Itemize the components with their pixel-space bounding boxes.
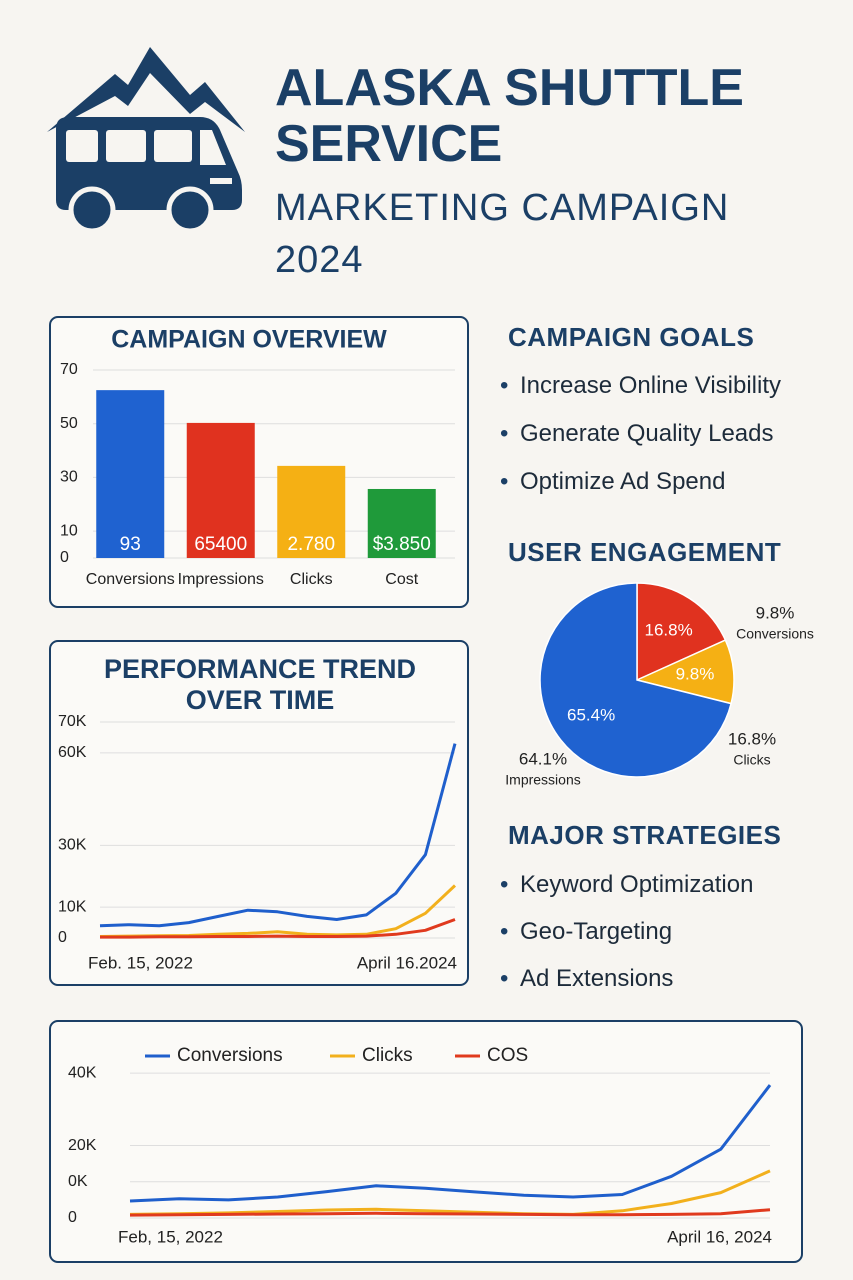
x-tick-label: April 16.2024 <box>357 953 457 972</box>
pie-slice <box>636 582 727 682</box>
header-subtitle: MARKETING CAMPAIGN 2024 <box>275 187 730 281</box>
slice-label: 16.8% <box>644 621 692 640</box>
bar-label: $3.850 <box>373 534 431 555</box>
y-tick-label: 70K <box>58 713 87 730</box>
y-tick-label: 70 <box>60 361 78 378</box>
chart-title: PERFORMANCE TREND OVER TIME <box>103 654 416 715</box>
header-title: ALASKA SHUTTLE SERVICE <box>275 59 744 173</box>
y-tick-label: 20K <box>68 1137 97 1154</box>
y-tick-label: 0 <box>58 929 67 946</box>
bar-label: 2.780 <box>287 534 335 555</box>
line <box>129 1084 772 1203</box>
panel <box>49 1020 803 1263</box>
chart-title: CAMPAIGN OVERVIEW <box>111 326 387 354</box>
annotation-label: Impressions <box>505 772 580 788</box>
goal-item: Optimize Ad Spend <box>500 468 725 496</box>
logo <box>47 47 245 234</box>
y-tick-label: 10K <box>58 898 87 915</box>
pie-slice <box>539 582 733 778</box>
annotation-value: 9.8% <box>756 603 795 622</box>
annotation-value: 64.1% <box>519 749 567 768</box>
line <box>99 743 457 928</box>
y-tick-label: 10 <box>60 522 78 539</box>
goal-item: Generate Quality Leads <box>500 420 774 448</box>
x-tick-label: Conversions <box>86 571 175 588</box>
x-tick-label: Feb, 15, 2022 <box>118 1227 223 1246</box>
bar <box>277 465 346 558</box>
line <box>129 1169 771 1216</box>
bar <box>367 488 436 558</box>
x-tick-label: Clicks <box>290 571 333 588</box>
section-heading: CAMPAIGN GOALS <box>508 322 755 352</box>
bar <box>96 390 165 558</box>
line <box>100 918 456 939</box>
goal-item: Increase Online Visibility <box>500 372 781 400</box>
y-tick-label: 30K <box>58 837 87 854</box>
annotation-label: Clicks <box>733 752 770 768</box>
x-tick-label: Feb. 15, 2022 <box>88 953 193 972</box>
strategy-item: Geo-Targeting <box>500 918 672 946</box>
y-tick-label: 40K <box>68 1064 97 1081</box>
y-tick-label: 0 <box>60 549 69 566</box>
y-tick-label: 0K <box>68 1173 88 1190</box>
x-tick-label: Cost <box>385 571 418 588</box>
legend-label: Clicks <box>362 1045 413 1066</box>
bar <box>186 422 255 558</box>
x-tick-label: Impressions <box>178 571 264 588</box>
y-tick-label: 0 <box>68 1209 77 1226</box>
slice-label: 65.4% <box>567 705 615 724</box>
line <box>129 1208 771 1217</box>
y-tick-label: 50 <box>60 415 78 432</box>
panel <box>49 640 469 986</box>
slice-label: 9.8% <box>676 664 715 683</box>
bar-label: 65400 <box>194 534 247 555</box>
section-heading: MAJOR STRATEGIES <box>508 820 782 850</box>
annotation-label: Conversions <box>736 626 814 642</box>
strategy-item: Ad Extensions <box>500 965 673 993</box>
y-tick-label: 60K <box>58 744 87 761</box>
section-heading: USER ENGAGEMENT <box>508 537 782 567</box>
annotation-value: 16.8% <box>728 729 776 748</box>
legend-label: Conversions <box>177 1045 283 1066</box>
legend-label: COS <box>487 1045 528 1066</box>
y-tick-label: 30 <box>60 469 78 486</box>
strategy-item: Keyword Optimization <box>500 871 753 899</box>
x-tick-label: April 16, 2024 <box>667 1227 772 1246</box>
bar-label: 93 <box>120 534 141 555</box>
